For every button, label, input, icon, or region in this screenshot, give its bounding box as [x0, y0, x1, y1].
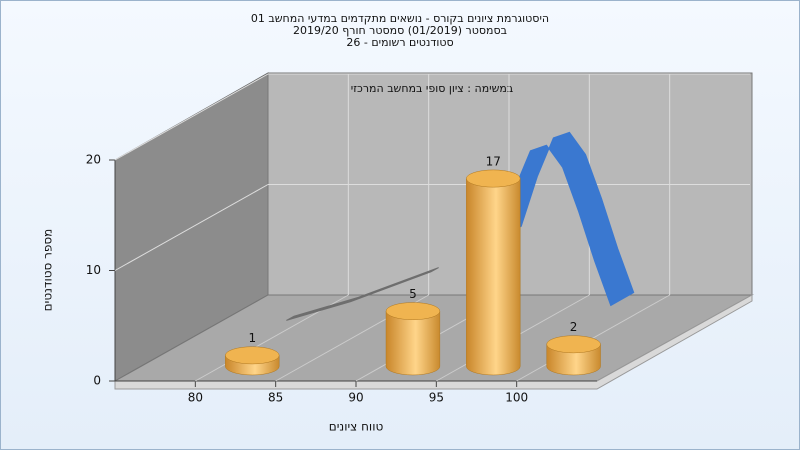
chart-title: בסמסטר (01/2019) סמסטר חורף 2019/20: [293, 24, 507, 37]
x-axis-title: טווח ציונים: [329, 420, 384, 434]
grid-line: [516, 294, 670, 382]
x-tick-label: 85: [268, 391, 283, 405]
curve: [497, 131, 635, 307]
bar-top: [466, 169, 521, 188]
chart-subtitle: במשימה : ציון סופי במחשב המרכזי: [351, 82, 514, 95]
bar: [385, 310, 441, 376]
x-tick-label: 100: [505, 391, 528, 405]
x-tick-label: 95: [429, 391, 444, 405]
y-tick-label: 0: [93, 374, 101, 388]
x-tick-label: 80: [188, 391, 203, 405]
curve: [286, 267, 439, 321]
data-label: 2: [570, 320, 578, 334]
grid-line: [114, 184, 269, 271]
data-label: 17: [486, 154, 501, 168]
grid-line: [114, 73, 269, 161]
bar-top: [385, 302, 441, 320]
bar-top: [225, 346, 280, 365]
data-label: 1: [248, 331, 256, 345]
chart-title: היסטוגרמת ציונים בקורס - נושאים מתקדמים …: [251, 12, 549, 25]
y-axis-title: מספר סטודנטים: [41, 229, 55, 312]
data-label: 5: [409, 287, 417, 301]
bar: [466, 178, 521, 376]
titles: היסטוגרמת ציונים בקורס - נושאים מתקדמים …: [41, 12, 550, 434]
y-tick-label: 20: [86, 153, 101, 167]
chart-title: סטודנטים רשומים - 26: [346, 36, 453, 49]
bar-top: [546, 335, 601, 354]
y-tick-label: 10: [86, 263, 101, 277]
x-tick-label: 90: [348, 391, 363, 405]
